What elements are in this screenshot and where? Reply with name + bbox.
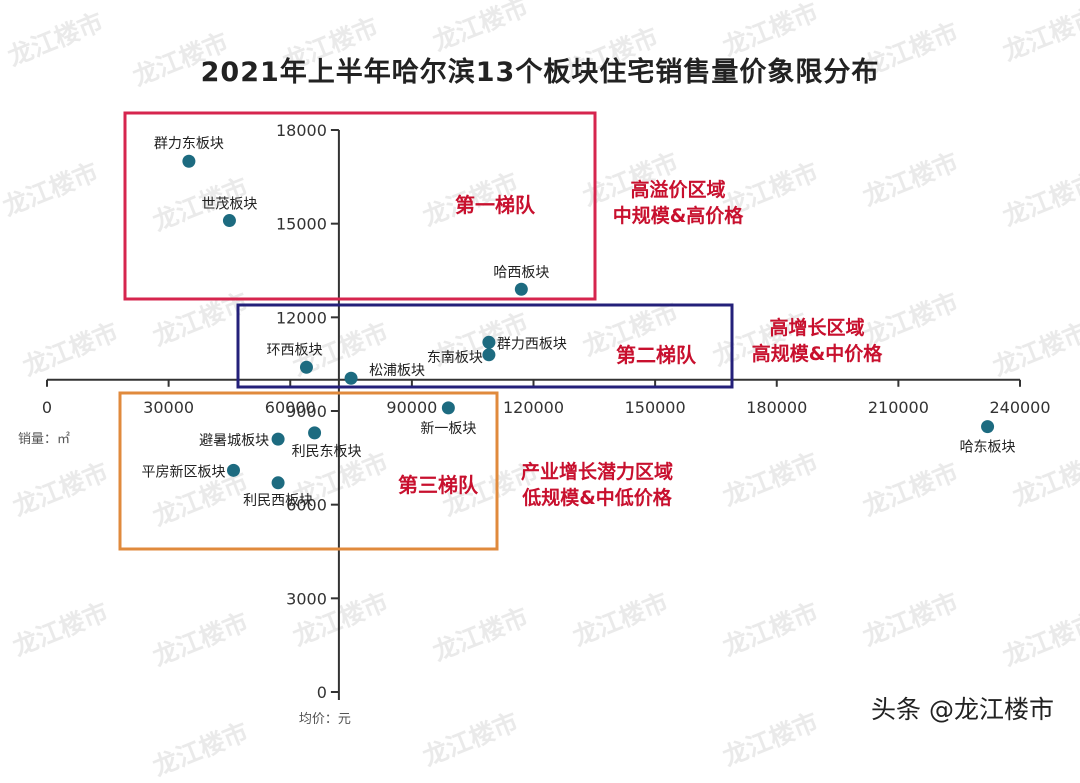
data-point [271,432,285,446]
x-axis-label: 销量：㎡ [18,432,70,447]
x-tick-label: 150000 [625,398,686,417]
y-tick-label: 6000 [286,496,327,515]
tier-label: 第二梯队 [616,343,697,367]
x-tick-label: 60000 [265,398,316,417]
tier-description: 高增长区域 [769,316,864,339]
tier-description: 高溢价区域 [630,178,725,201]
chart-title: 2021年上半年哈尔滨13个板块住宅销售量价象限分布 [200,57,880,88]
y-tick-label: 3000 [286,589,327,608]
point-label: 哈东板块 [960,440,1016,456]
data-point [344,371,358,385]
x-tick-label: 210000 [868,398,929,417]
point-label: 世茂板块 [201,196,257,213]
data-point [514,282,528,296]
point-label: 利民西板块 [243,493,313,509]
point-label: 群力东板块 [154,136,224,152]
tier-label: 第三梯队 [398,473,479,497]
x-tick-label: 90000 [386,398,437,417]
tier2-box [236,303,734,389]
y-tick-label: 15000 [276,215,327,234]
point-label: 松浦板块 [369,363,425,379]
data-point [482,348,496,362]
tier3-box [118,391,499,551]
point-label: 避暑城板块 [199,433,269,449]
y-tick-label: 12000 [276,308,327,327]
x-tick-label: 30000 [143,398,194,417]
point-label: 哈西板块 [493,265,549,281]
x-tick-label: 180000 [746,398,807,417]
x-tick-label: 0 [42,398,52,417]
data-point [308,426,322,440]
data-point [226,463,240,477]
x-tick-label: 240000 [989,398,1050,417]
y-tick-label: 9000 [286,402,327,421]
data-point [271,476,285,490]
data-point [981,420,995,434]
footer-credit: 头条 @龙江楼市 [871,695,1054,724]
data-point [441,401,455,415]
tier-description: 高规模&中价格 [752,342,884,365]
scatter-chart: 0 30000 60000 90000 120000 150000 180000 210000… [18,111,1051,727]
point-label: 平房新区板块 [141,464,225,480]
data-point [482,335,496,349]
point-label: 群力西板块 [497,336,567,352]
point-label: 东南板块 [427,350,483,366]
data-point [182,154,196,168]
tier-description: 产业增长潜力区域 [521,460,673,483]
point-label: 新一板块 [420,421,476,437]
x-tick-label: 120000 [503,398,564,417]
tier-description: 低规模&中低价格 [521,486,673,509]
y-axis-label: 均价：元 [299,712,351,727]
data-point [299,360,313,374]
point-label: 环西板块 [266,342,322,358]
y-tick-label: 18000 [276,121,327,140]
y-tick-label: 0 [317,683,327,702]
tier1-box [123,111,597,301]
point-label: 利民东板块 [292,444,362,460]
tier-label: 第一梯队 [455,193,536,217]
data-point [222,214,236,228]
tier-description: 中规模&高价格 [613,204,745,227]
